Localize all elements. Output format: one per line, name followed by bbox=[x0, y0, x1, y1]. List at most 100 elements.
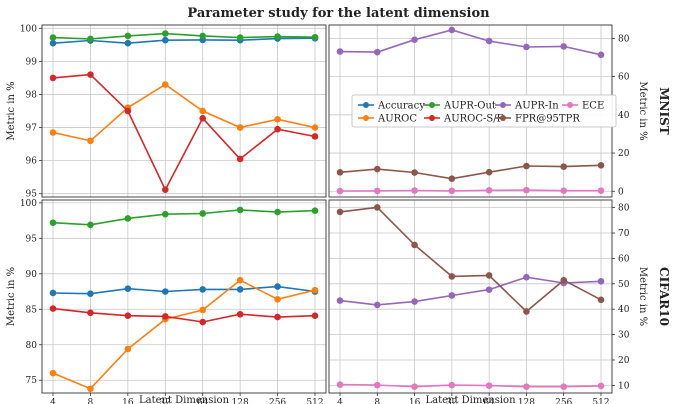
legend-marker-auroc-s-f bbox=[429, 115, 435, 121]
x-tick-label: 64 bbox=[483, 398, 495, 404]
data-point-aupr-in bbox=[336, 297, 344, 304]
x-tick-label: 32 bbox=[160, 398, 171, 404]
dataset-label-mnist: MNIST bbox=[657, 87, 671, 135]
data-point-auroc-s-f bbox=[49, 74, 57, 82]
data-point-auroc bbox=[87, 137, 94, 145]
data-point-fpr-95tpr bbox=[373, 204, 381, 211]
data-point-auroc-s-f bbox=[124, 312, 132, 319]
data-point-fpr-95tpr bbox=[560, 276, 568, 284]
x-tick-label: 128 bbox=[232, 398, 249, 404]
data-point-auroc bbox=[236, 276, 244, 284]
data-point-auroc bbox=[49, 369, 57, 377]
data-point-fpr-95tpr bbox=[411, 169, 418, 176]
data-point-aupr-in bbox=[523, 43, 530, 51]
data-point-ece bbox=[336, 187, 344, 195]
data-point-aupr-out bbox=[124, 215, 132, 222]
data-point-aupr-out bbox=[274, 33, 281, 40]
data-point-ece bbox=[373, 187, 381, 195]
data-point-fpr-95tpr bbox=[523, 308, 530, 315]
legend: Accuracy AUPR-Out AUPR-In ECE AUROC AUROC-S/F… bbox=[351, 94, 617, 128]
data-point-aupr-out bbox=[87, 35, 94, 43]
data-point-auroc-s-f bbox=[311, 133, 319, 140]
y-tick-label: 96 bbox=[26, 157, 38, 167]
data-point-fpr-95tpr bbox=[523, 162, 530, 170]
panel-frame bbox=[41, 199, 327, 394]
data-point-aupr-in bbox=[448, 26, 456, 34]
legend-marker-accuracy bbox=[363, 102, 369, 108]
data-point-auroc bbox=[274, 296, 281, 303]
x-tick-label: 128 bbox=[518, 398, 535, 404]
y-tick-label: 60 bbox=[618, 254, 630, 264]
y-tick-label: 97 bbox=[26, 124, 38, 134]
panel-mnist-left: 95 96 97 98 99 100 bbox=[20, 24, 327, 200]
series-line-auroc bbox=[52, 279, 316, 390]
data-point-ece bbox=[485, 187, 493, 194]
data-point-auroc-s-f bbox=[87, 71, 94, 78]
data-point-fpr-95tpr bbox=[373, 165, 381, 173]
data-point-accuracy bbox=[274, 283, 281, 290]
data-point-aupr-out bbox=[161, 30, 169, 37]
y-axis-label-left: Metric in % bbox=[6, 267, 17, 326]
x-tick-label: 64 bbox=[197, 398, 209, 404]
y-tick-label: 98 bbox=[26, 90, 38, 100]
y-axis-label-right: Metric in % bbox=[637, 81, 648, 140]
y-tick-label: 30 bbox=[618, 331, 630, 341]
y-tick-label: 10 bbox=[618, 381, 630, 391]
y-tick-label: 100 bbox=[20, 199, 37, 209]
y-tick-label: 20 bbox=[618, 149, 630, 159]
series-line-auroc bbox=[52, 83, 316, 142]
y-tick-label: 80 bbox=[26, 341, 38, 351]
legend-label-auroc-s-f: AUROC-S/F bbox=[443, 114, 504, 125]
legend-marker-aupr-in bbox=[500, 102, 506, 108]
legend-marker-ece bbox=[567, 102, 573, 108]
data-point-aupr-in bbox=[448, 292, 456, 299]
data-point-aupr-in bbox=[485, 37, 493, 45]
data-point-ece bbox=[560, 187, 568, 194]
data-point-ece bbox=[411, 383, 418, 390]
y-tick-label: 70 bbox=[618, 229, 630, 239]
x-axis-label: Latent Dimension bbox=[139, 395, 230, 404]
data-point-fpr-95tpr bbox=[485, 272, 493, 279]
y-tick-label: 60 bbox=[618, 73, 630, 83]
data-point-fpr-95tpr bbox=[485, 168, 493, 176]
data-point-auroc-s-f bbox=[161, 313, 169, 320]
x-tick-label: 8 bbox=[88, 398, 94, 404]
data-point-accuracy bbox=[236, 286, 244, 293]
data-point-aupr-in bbox=[336, 48, 344, 55]
data-point-accuracy bbox=[124, 285, 132, 292]
x-axis-label: Latent Dimension bbox=[425, 395, 516, 404]
data-point-auroc-s-f bbox=[161, 186, 169, 194]
data-point-aupr-in bbox=[560, 43, 568, 50]
x-tick-label: 32 bbox=[446, 398, 457, 404]
data-point-accuracy bbox=[87, 290, 94, 297]
x-tick-label: 256 bbox=[269, 398, 286, 404]
x-tick-label: 256 bbox=[555, 398, 572, 404]
data-point-accuracy bbox=[49, 289, 57, 297]
x-tick-label: 8 bbox=[374, 398, 380, 404]
data-point-accuracy bbox=[199, 286, 207, 293]
data-point-auroc bbox=[199, 107, 207, 115]
x-tick-label: 512 bbox=[592, 398, 609, 404]
y-tick-label: 95 bbox=[26, 190, 38, 200]
data-point-accuracy bbox=[161, 288, 169, 295]
data-point-ece bbox=[597, 187, 605, 194]
data-point-fpr-95tpr bbox=[448, 273, 456, 280]
panel-frame bbox=[41, 24, 327, 198]
data-point-auroc-s-f bbox=[274, 125, 281, 133]
data-point-auroc bbox=[274, 115, 281, 123]
data-point-auroc bbox=[311, 124, 319, 131]
data-point-ece bbox=[411, 187, 418, 194]
data-point-ece bbox=[448, 381, 456, 389]
legend-label-auroc: AUROC bbox=[377, 114, 417, 125]
data-point-ece bbox=[560, 383, 568, 390]
data-point-auroc-s-f bbox=[311, 312, 319, 319]
data-point-fpr-95tpr bbox=[336, 208, 344, 216]
data-point-auroc-s-f bbox=[236, 155, 244, 163]
data-point-aupr-out bbox=[124, 32, 132, 40]
y-tick-label: 20 bbox=[618, 356, 630, 366]
y-tick-label: 80 bbox=[618, 34, 630, 44]
data-point-aupr-out bbox=[311, 33, 319, 41]
data-point-accuracy bbox=[124, 39, 132, 47]
legend-box bbox=[351, 94, 617, 128]
legend-label-accuracy: Accuracy bbox=[377, 101, 425, 112]
